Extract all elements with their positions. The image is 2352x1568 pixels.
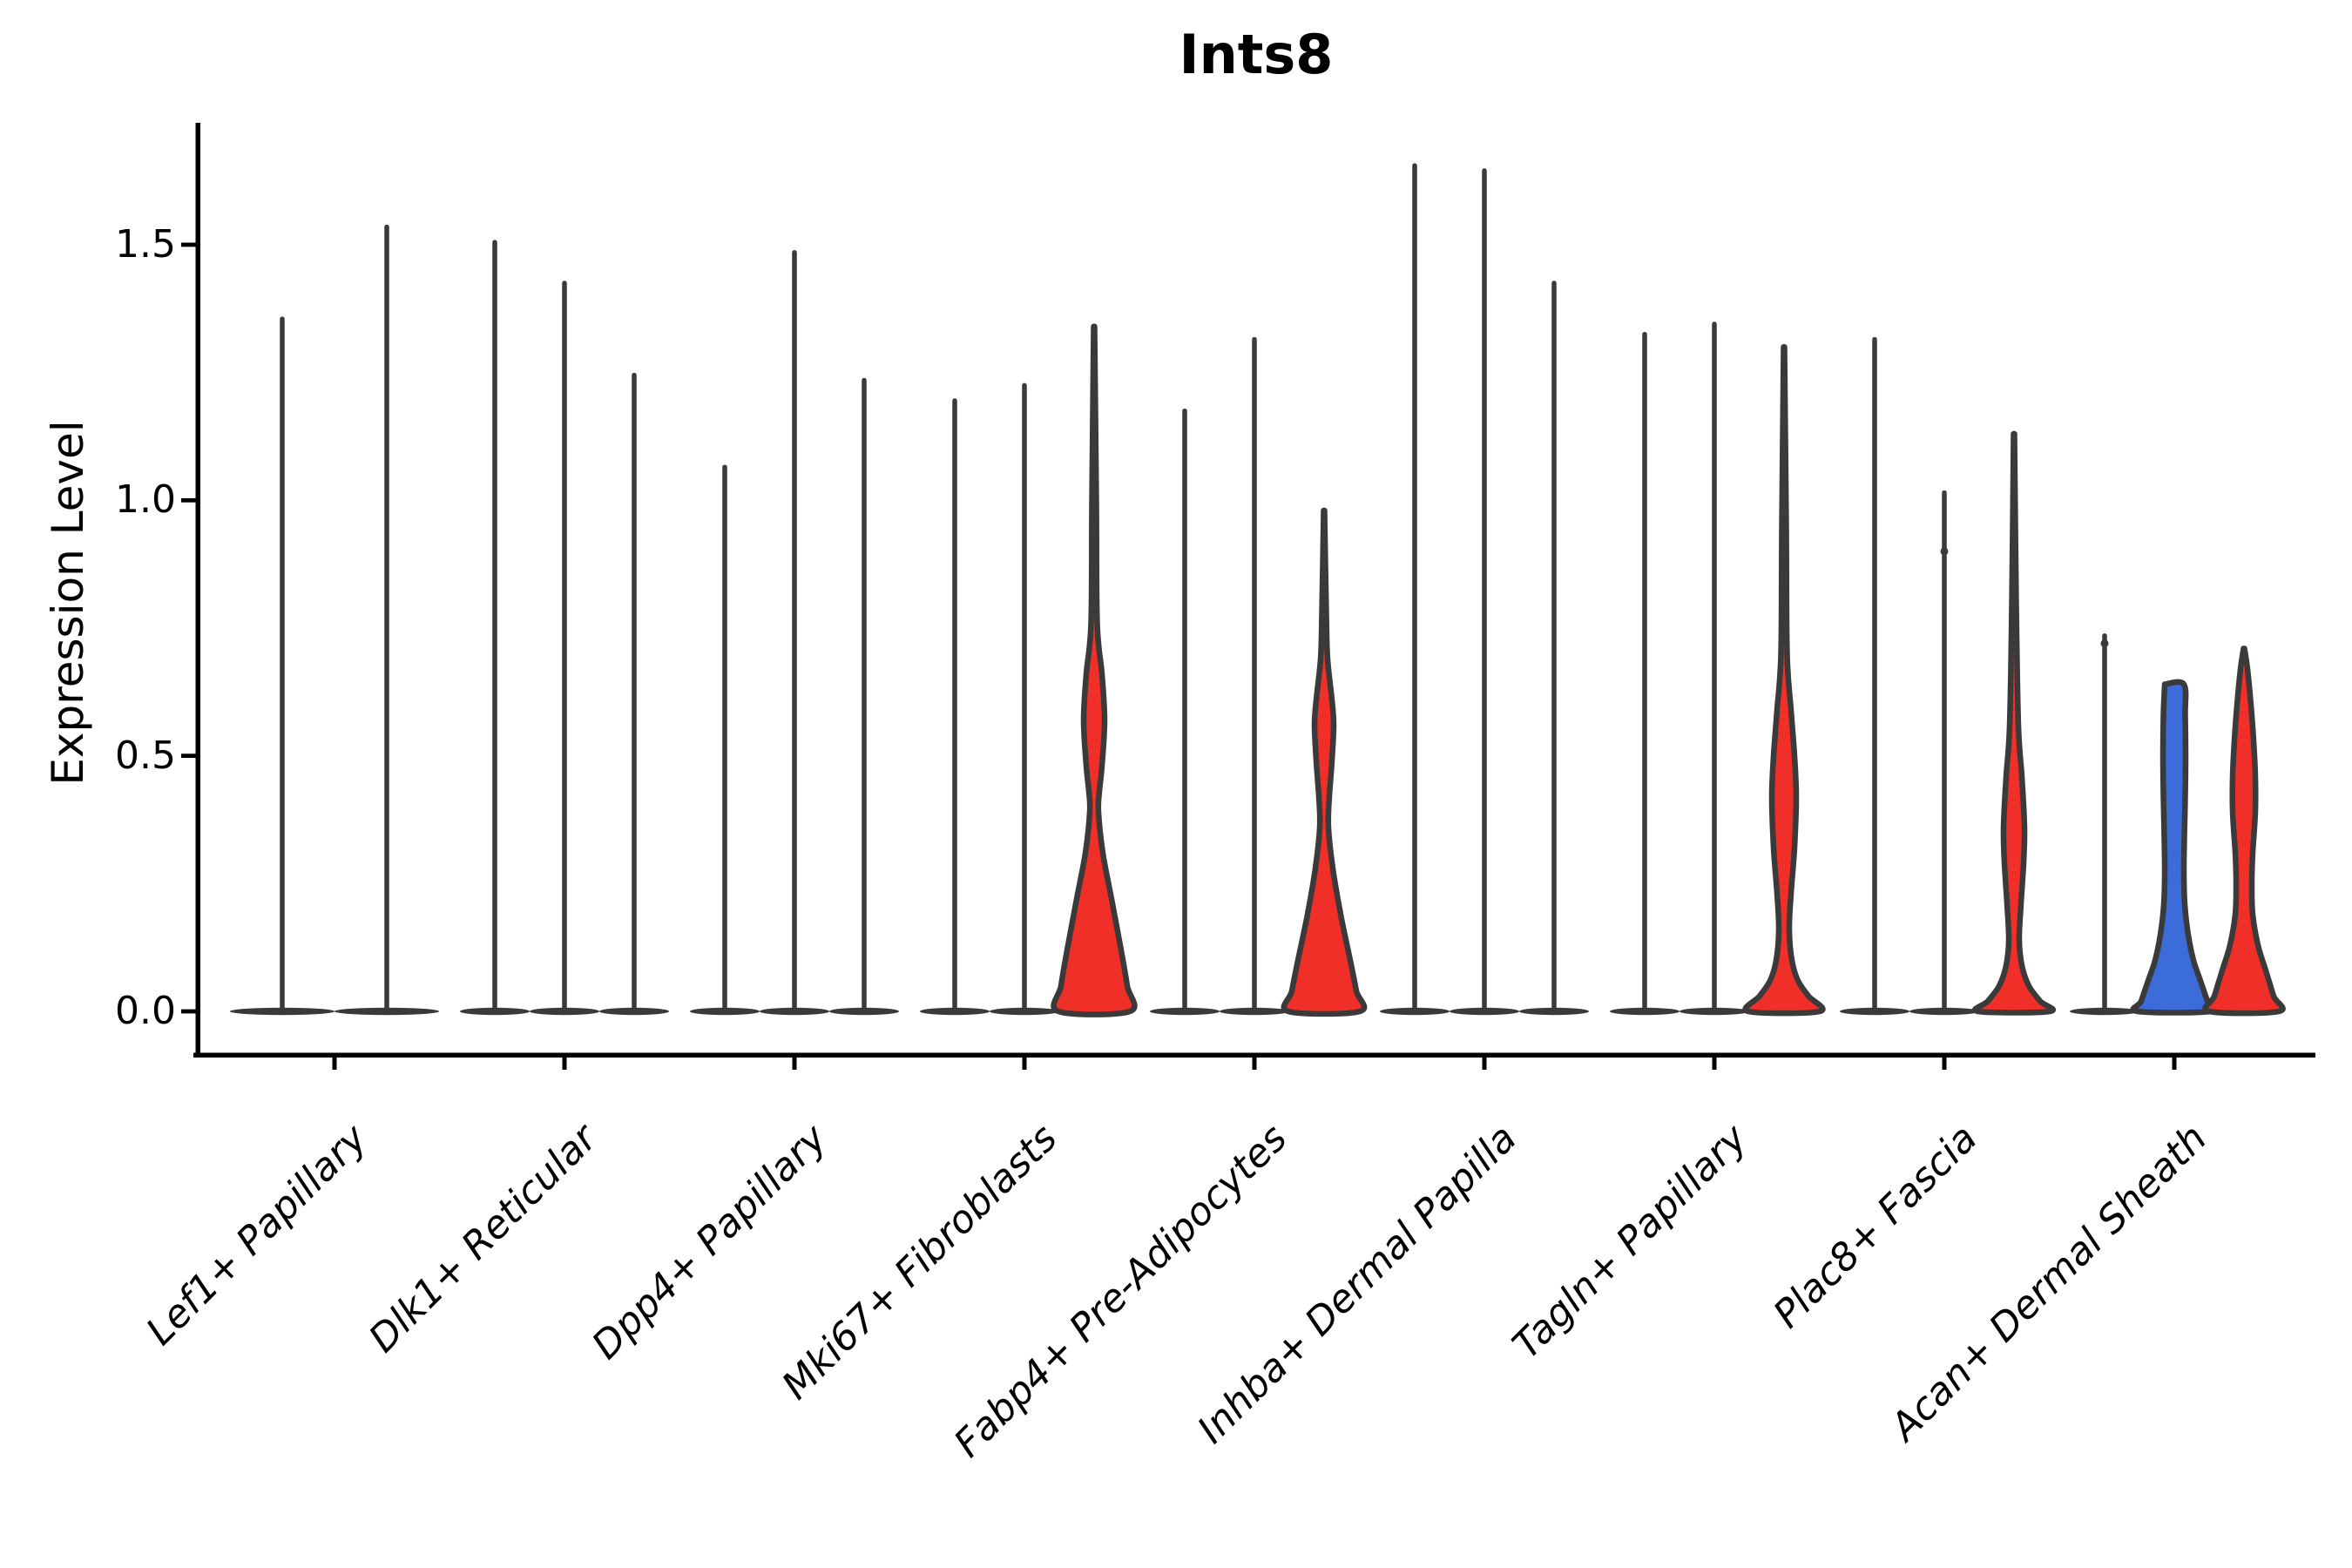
violin-base (530, 1007, 599, 1016)
violin-base (1909, 1007, 1979, 1016)
x-tick (2172, 1055, 2177, 1070)
y-tick (181, 242, 196, 247)
x-tick (1482, 1055, 1487, 1070)
violin-base (335, 1007, 439, 1016)
violin-base (1380, 1007, 1450, 1016)
x-tick (1942, 1055, 1947, 1070)
violin-base (599, 1007, 669, 1016)
data-point (2100, 639, 2109, 648)
x-tick (332, 1055, 337, 1070)
violin-base (460, 1007, 530, 1016)
violin-base (690, 1007, 760, 1016)
y-tick (181, 754, 196, 759)
violin-red-body (1742, 344, 1826, 1017)
violin-red-body (1281, 507, 1368, 1017)
violin-base (230, 1007, 335, 1016)
y-axis-label: Expression Level (43, 420, 93, 786)
violin-base (1610, 1007, 1680, 1016)
x-tick (562, 1055, 567, 1070)
chart-title: Ints8 (1179, 23, 1334, 86)
violin-base (990, 1007, 1059, 1016)
y-tick-label: 0.0 (115, 989, 176, 1033)
y-tick-label: 1.5 (115, 221, 176, 267)
x-tick (1712, 1055, 1717, 1070)
x-tick (1022, 1055, 1027, 1070)
violin-red-body (1051, 323, 1138, 1017)
violin-base (1680, 1007, 1749, 1016)
violin-base (760, 1007, 829, 1016)
violin-red-body (1971, 430, 2057, 1016)
violin-base (920, 1007, 990, 1016)
y-tick (181, 1009, 196, 1014)
y-tick-label: 1.0 (115, 477, 176, 523)
violin-base (1150, 1007, 1220, 1016)
violin-base (829, 1007, 899, 1016)
y-tick-label: 0.5 (115, 733, 176, 778)
x-tick (1252, 1055, 1257, 1070)
y-tick (181, 497, 196, 503)
y-axis-spine (195, 123, 200, 1057)
violin-base (1450, 1007, 1519, 1016)
data-point (1940, 547, 1949, 556)
violin-base (1840, 1007, 1909, 1016)
violin-red-body (2202, 645, 2286, 1017)
violin-blue-body (2130, 679, 2219, 1016)
violin-base (1220, 1007, 1289, 1016)
violin-base (1519, 1007, 1589, 1016)
violin-base (2070, 1007, 2139, 1016)
x-tick (792, 1055, 797, 1070)
